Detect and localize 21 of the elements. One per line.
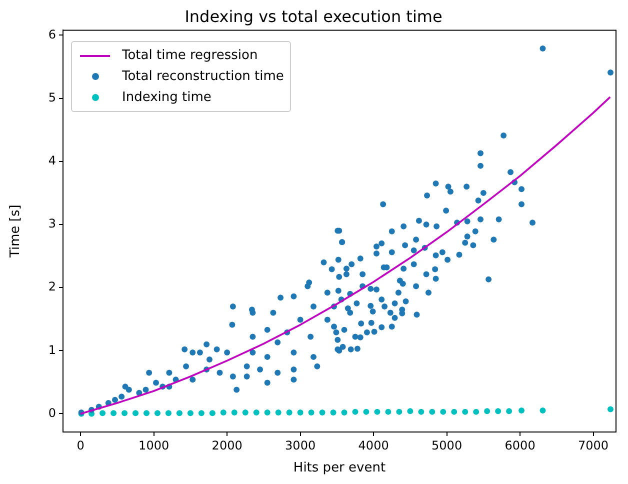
legend-label: Indexing time bbox=[122, 89, 212, 107]
x-tick-label: 2000 bbox=[212, 438, 242, 452]
y-axis-title: Time [s] bbox=[8, 204, 24, 259]
x-tick-label: 5000 bbox=[432, 438, 462, 452]
x-tick-label: 6000 bbox=[504, 438, 536, 452]
x-tick-label: 7000 bbox=[578, 438, 609, 452]
x-tick-label: 3000 bbox=[285, 438, 316, 452]
y-tick-label: 4 bbox=[48, 154, 56, 168]
legend-label: Total reconstruction time bbox=[122, 68, 284, 86]
chart-title: Indexing vs total execution time bbox=[184, 6, 442, 26]
x-tick-label: 4000 bbox=[358, 438, 389, 452]
x-tick-label: 1000 bbox=[138, 438, 170, 452]
legend-label: Total time regression bbox=[122, 47, 258, 65]
x-axis-title: Hits per event bbox=[293, 460, 386, 476]
x-tick-label: 0 bbox=[76, 438, 84, 452]
y-tick-label: 1 bbox=[48, 342, 56, 357]
y-tick-label: 3 bbox=[48, 216, 56, 231]
y-tick-label: 5 bbox=[48, 90, 56, 104]
y-tick-label: 0 bbox=[48, 406, 56, 420]
y-tick-label: 6 bbox=[48, 27, 56, 42]
y-tick-label: 2 bbox=[48, 280, 56, 294]
